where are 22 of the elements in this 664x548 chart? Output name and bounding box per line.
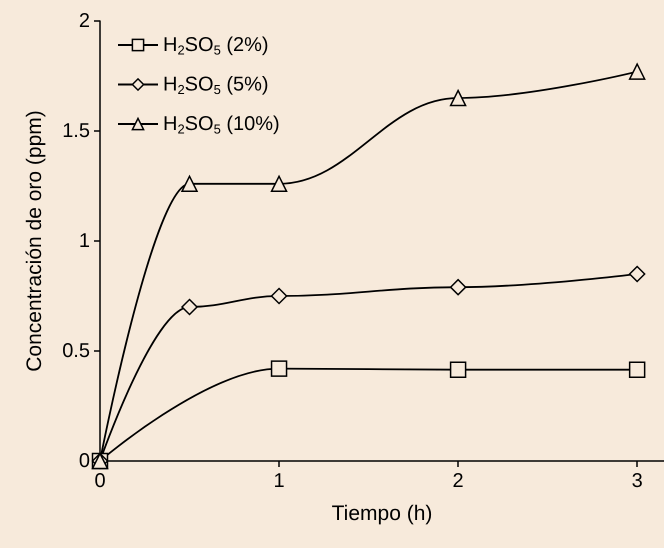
point <box>628 266 646 282</box>
x-tick-label: 2 <box>452 470 464 492</box>
y-tick-label: 1.5 <box>62 120 90 142</box>
x-tick-label: 3 <box>632 470 643 492</box>
x-tick-label: 0 <box>94 470 106 492</box>
point <box>270 360 288 377</box>
point <box>270 288 288 304</box>
y-tick-label: 0 <box>78 450 90 472</box>
point <box>181 176 198 192</box>
point <box>628 361 646 378</box>
point <box>181 298 198 316</box>
point <box>450 361 466 378</box>
y-axis-title: Concentración de oro (ppm) <box>23 110 46 372</box>
y-tick-label: 2 <box>78 10 90 32</box>
y-tick-label: 1 <box>78 230 90 252</box>
point <box>270 176 288 192</box>
point <box>450 90 466 106</box>
point <box>628 63 646 80</box>
point <box>450 278 466 296</box>
x-axis-title: Tiempo (h) <box>332 502 432 525</box>
x-tick-label: 1 <box>273 470 285 492</box>
y-tick-label: 0.5 <box>62 340 90 362</box>
